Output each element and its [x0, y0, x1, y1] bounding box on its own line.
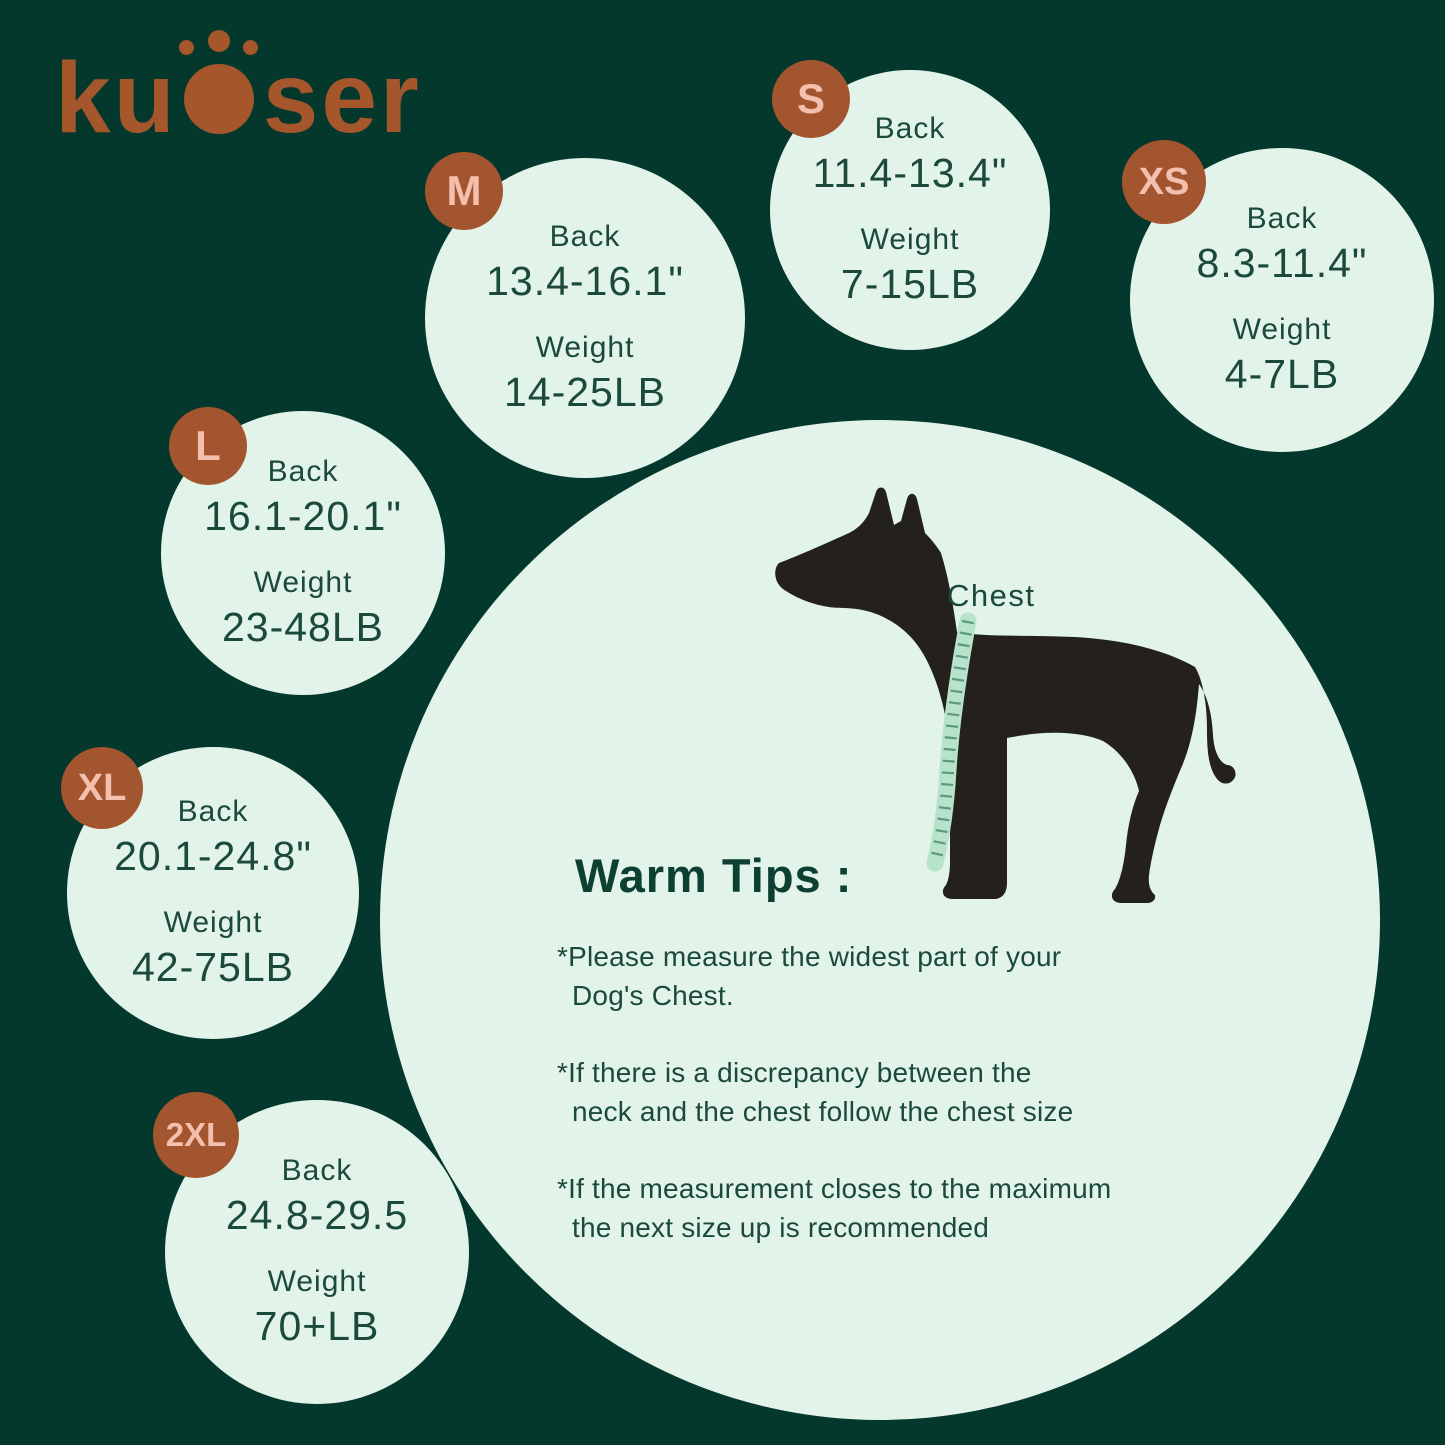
size-badge-2xl: 2XL: [153, 1092, 239, 1178]
measuring-tape-icon: [926, 612, 977, 872]
weight-label: Weight: [267, 1265, 367, 1298]
tip-item: *If there is a discrepancy between the n…: [557, 1057, 1074, 1127]
logo-text-left: ku: [55, 42, 178, 154]
chest-label: Chest: [947, 578, 1036, 613]
weight-value: 4-7LB: [1224, 351, 1340, 397]
back-label: Back: [874, 112, 946, 145]
size-circle-xl: XL Back 20.1-24.8" Weight 42-75LB: [61, 747, 359, 1039]
back-value: 20.1-24.8": [114, 833, 312, 879]
size-circle-m: M Back 13.4-16.1" Weight 14-25LB: [425, 152, 745, 478]
logo-text-right: ser: [262, 42, 422, 154]
size-badge-xs: XS: [1122, 140, 1206, 224]
tip-item: *Please measure the widest part of your …: [557, 941, 1062, 1011]
measurement-guide-circle: Chest Warm Tips : *Please measure the wi…: [380, 420, 1380, 1420]
back-value: 8.3-11.4": [1196, 240, 1368, 286]
size-circle-2xl: 2XL Back 24.8-29.5 Weight 70+LB: [153, 1092, 469, 1404]
warm-tips-heading: Warm Tips :: [575, 849, 853, 902]
weight-label: Weight: [535, 331, 635, 364]
weight-value: 14-25LB: [503, 369, 666, 415]
warm-tips-section: Warm Tips : *Please measure the widest p…: [557, 848, 1197, 1285]
size-badge-l: L: [169, 407, 247, 485]
back-value: 13.4-16.1": [486, 258, 684, 304]
weight-value: 70+LB: [254, 1303, 380, 1349]
weight-label: Weight: [163, 906, 263, 939]
paw-o-icon: [178, 30, 258, 134]
weight-label: Weight: [1232, 313, 1332, 346]
size-circle-l: L Back 16.1-20.1" Weight 23-48LB: [161, 407, 445, 695]
size-badge-xl: XL: [61, 747, 143, 829]
back-value: 24.8-29.5: [225, 1192, 409, 1238]
weight-value: 7-15LB: [840, 261, 980, 307]
brand-logo: ku ser: [55, 30, 422, 168]
weight-value: 42-75LB: [131, 944, 294, 990]
tip-item: *If the measurement closes to the maximu…: [557, 1173, 1112, 1243]
size-circle-xs: XS Back 8.3-11.4" Weight 4-7LB: [1122, 140, 1434, 452]
weight-label: Weight: [860, 223, 960, 256]
size-circle-s: S Back 11.4-13.4" Weight 7-15LB: [770, 60, 1050, 350]
size-badge-s: S: [772, 60, 850, 138]
size-badge-m: M: [425, 152, 503, 230]
dog-silhouette: [775, 487, 1236, 903]
back-value: 16.1-20.1": [204, 493, 402, 539]
back-value: 11.4-13.4": [812, 150, 1008, 196]
back-label: Back: [1246, 202, 1318, 235]
weight-label: Weight: [253, 566, 353, 599]
back-label: Back: [267, 455, 339, 488]
weight-value: 23-48LB: [221, 604, 384, 650]
back-label: Back: [549, 220, 621, 253]
back-label: Back: [281, 1154, 353, 1187]
back-label: Back: [177, 795, 249, 828]
